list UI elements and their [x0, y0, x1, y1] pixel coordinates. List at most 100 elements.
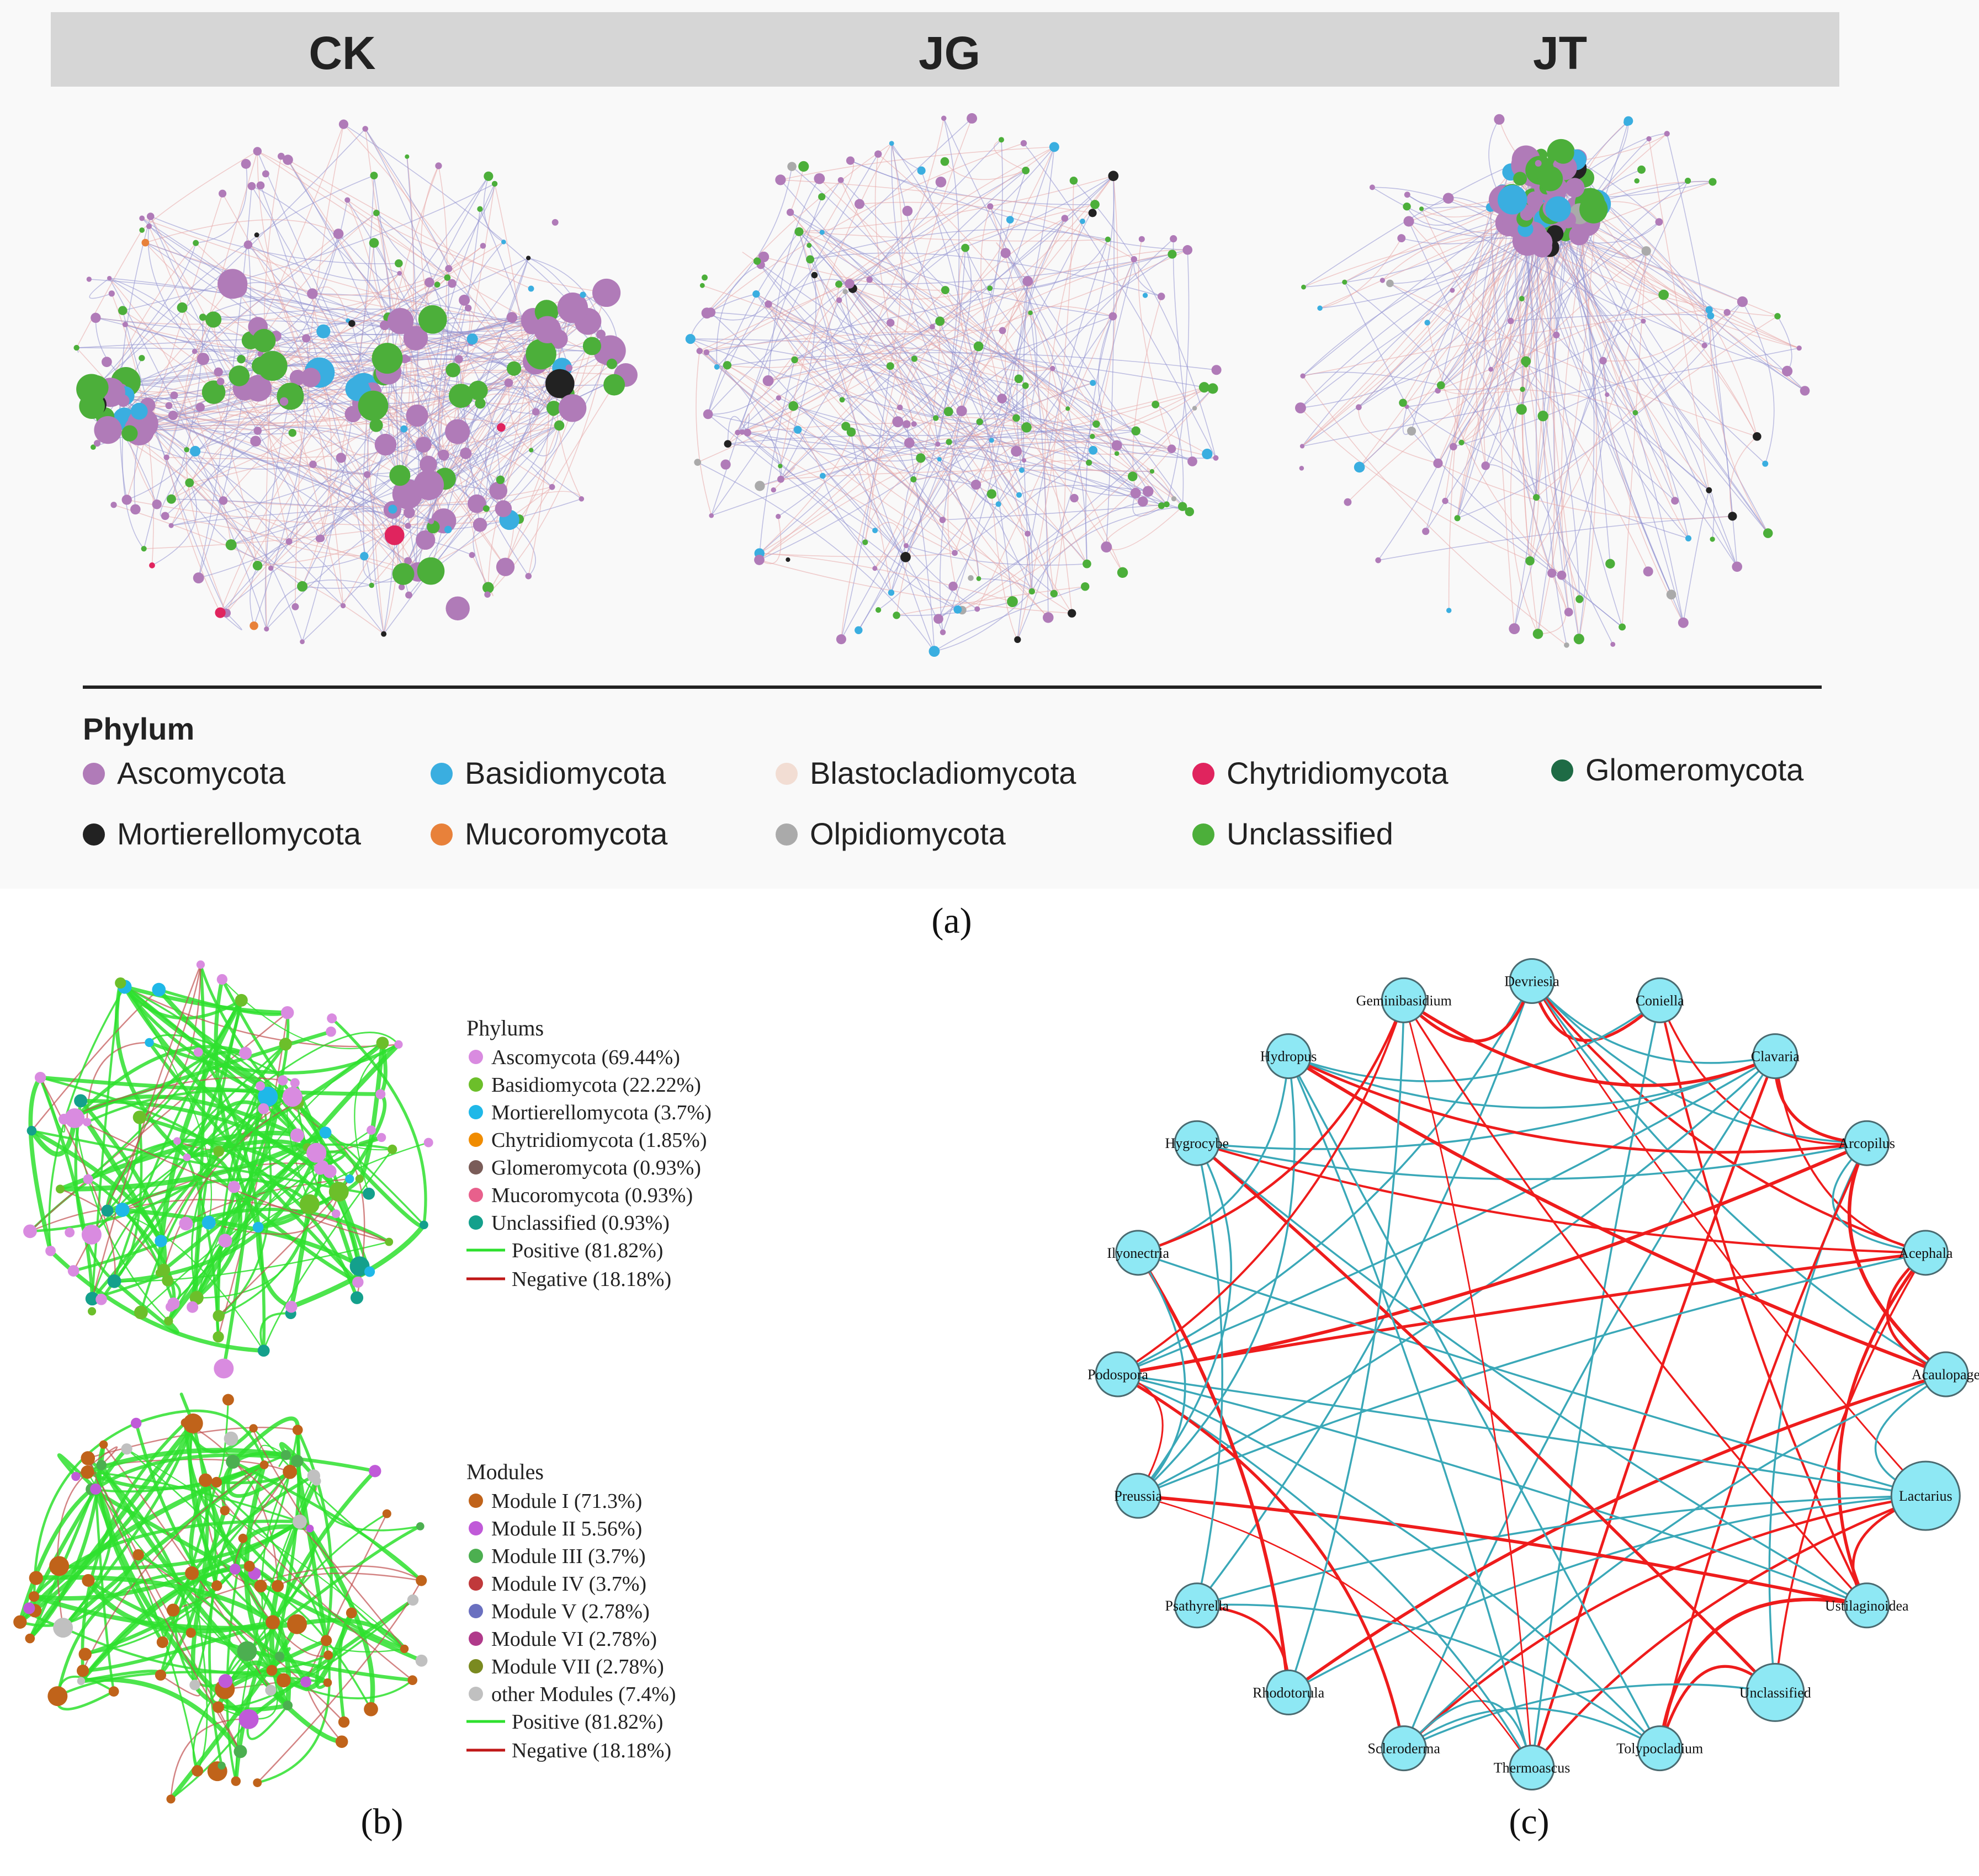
network-node [241, 158, 251, 169]
network-node [1637, 165, 1646, 174]
network-node [76, 1665, 89, 1677]
network-node [1069, 176, 1078, 185]
network-edge [279, 1442, 315, 1478]
group-label-jg: JG [919, 27, 980, 79]
network-node [1299, 444, 1305, 449]
network-node [1090, 200, 1100, 209]
network-edge [841, 118, 945, 400]
network-node [239, 1046, 252, 1060]
network-node [1142, 293, 1148, 298]
network-node [213, 1331, 224, 1343]
network-edge [448, 183, 495, 269]
network-edge [140, 1108, 264, 1313]
network-node [183, 1413, 203, 1434]
network-node [528, 285, 534, 292]
network-edge [940, 249, 1188, 322]
network-edge [1511, 203, 1580, 599]
network-edge [347, 199, 607, 294]
network-node [1545, 196, 1571, 222]
network-node [404, 557, 412, 565]
network-node [189, 1680, 200, 1691]
network-node [484, 591, 491, 598]
network-node [213, 1146, 225, 1157]
network-edge [1344, 281, 1439, 464]
network-node [1564, 608, 1573, 617]
genus-edge [1196, 1142, 1223, 1606]
network-edge [225, 1668, 329, 1684]
legend-label: Module VI (2.78%) [491, 1628, 657, 1651]
network-node [418, 305, 447, 334]
network-node [187, 1301, 199, 1313]
network-node [775, 174, 786, 185]
legend-label: Basidiomycota [465, 756, 666, 790]
network-node [444, 274, 451, 281]
network-node [376, 1133, 386, 1142]
legend-label: Blastocladiomycota [810, 756, 1076, 790]
network-node [130, 504, 141, 515]
network-node [735, 429, 741, 435]
caption-a: (a) [931, 901, 972, 941]
network-node [787, 162, 797, 171]
genus-edge [1403, 1707, 1660, 1750]
network-edge [906, 424, 935, 652]
network-node [388, 504, 397, 514]
network-edge [173, 395, 344, 607]
network-node [320, 1635, 332, 1646]
network-node [1198, 382, 1209, 393]
network-node [300, 639, 305, 645]
network-edge [1576, 235, 1636, 413]
network-node [406, 404, 428, 427]
network-edge [1517, 222, 1672, 595]
network-edge [768, 304, 943, 520]
network-edge [814, 274, 915, 424]
network-node [1111, 440, 1122, 451]
network-edge [312, 453, 466, 475]
legend-label: Negative (18.18%) [512, 1268, 671, 1291]
network-edge [980, 206, 1002, 399]
network-node [107, 275, 112, 281]
network-edge [123, 400, 393, 510]
genus-node [1265, 1033, 1312, 1080]
network-edge [288, 159, 532, 289]
legend-label: Module V (2.78%) [491, 1600, 650, 1623]
network-edge [400, 359, 418, 572]
network-node [173, 1137, 181, 1145]
network-edge [1378, 515, 1733, 561]
network-node [765, 300, 772, 308]
network-edge [1461, 321, 1511, 443]
network-node [1641, 318, 1646, 324]
legend-swatch [83, 823, 105, 846]
network-edge [1565, 232, 1805, 391]
legend-swatch [1551, 759, 1573, 782]
genus-node [1844, 1582, 1890, 1629]
network-node [900, 552, 911, 562]
network-node [392, 563, 415, 585]
network-edge [954, 450, 1094, 554]
genus-edge [1531, 1495, 1927, 1768]
panel-a: CK JG JT Phylum Ascomycota Basidiomycota B… [51, 12, 1839, 941]
network-edge [159, 1481, 218, 1676]
network-node [231, 1776, 241, 1786]
network-node [1710, 536, 1715, 542]
network-ck [73, 119, 638, 645]
network-edge [1437, 463, 1733, 519]
network-edge [742, 430, 1136, 449]
network-edge [208, 1464, 266, 1766]
network-node [193, 240, 199, 246]
network-node [420, 455, 437, 474]
network-edge [203, 299, 352, 324]
network-node [892, 416, 904, 428]
network-edge [696, 350, 712, 516]
network-node [1557, 570, 1567, 580]
network-edge [1092, 387, 1205, 437]
network-edge [793, 405, 943, 520]
network-node [902, 205, 913, 216]
network-node [252, 328, 276, 353]
network-node [1068, 609, 1076, 618]
network-node [888, 589, 895, 596]
network-node [238, 1533, 248, 1543]
network-node [222, 1394, 234, 1406]
network-node [217, 1761, 226, 1770]
network-node [252, 1221, 264, 1233]
network-node [702, 274, 708, 281]
